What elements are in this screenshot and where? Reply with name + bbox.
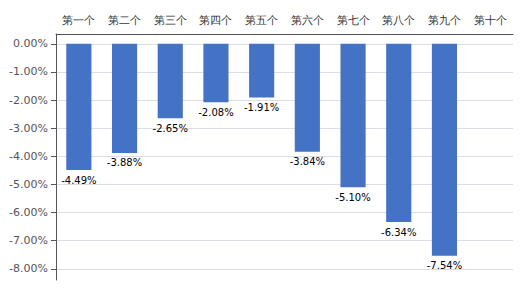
svg-text:-3.84%: -3.84% [290,156,325,167]
svg-text:0.00%: 0.00% [13,37,48,50]
svg-text:-6.00%: -6.00% [9,206,48,219]
svg-text:-5.10%: -5.10% [335,192,370,203]
svg-text:-3.88%: -3.88% [107,157,142,168]
svg-text:-1.00%: -1.00% [9,65,48,78]
svg-text:-1.91%: -1.91% [244,102,279,113]
svg-text:第二个: 第二个 [108,14,141,27]
svg-text:第九个: 第九个 [428,14,461,27]
svg-text:第三个: 第三个 [154,14,187,27]
svg-text:-2.65%: -2.65% [153,123,188,134]
svg-text:-5.00%: -5.00% [9,178,48,191]
svg-text:-8.00%: -8.00% [9,262,48,275]
svg-text:-7.54%: -7.54% [427,260,462,271]
svg-text:-2.08%: -2.08% [198,107,233,118]
svg-text:第十个: 第十个 [474,14,507,27]
svg-text:-4.49%: -4.49% [61,175,96,186]
svg-text:-2.00%: -2.00% [9,94,48,107]
svg-text:-3.00%: -3.00% [9,122,48,135]
svg-text:第八个: 第八个 [382,14,415,27]
svg-text:第五个: 第五个 [245,14,278,27]
svg-text:-4.00%: -4.00% [9,150,48,163]
svg-text:第一个: 第一个 [62,14,95,27]
svg-text:第七个: 第七个 [337,14,370,27]
svg-text:第六个: 第六个 [291,14,324,27]
svg-text:-6.34%: -6.34% [381,227,416,238]
svg-text:第四个: 第四个 [199,14,232,27]
svg-text:-7.00%: -7.00% [9,234,48,247]
